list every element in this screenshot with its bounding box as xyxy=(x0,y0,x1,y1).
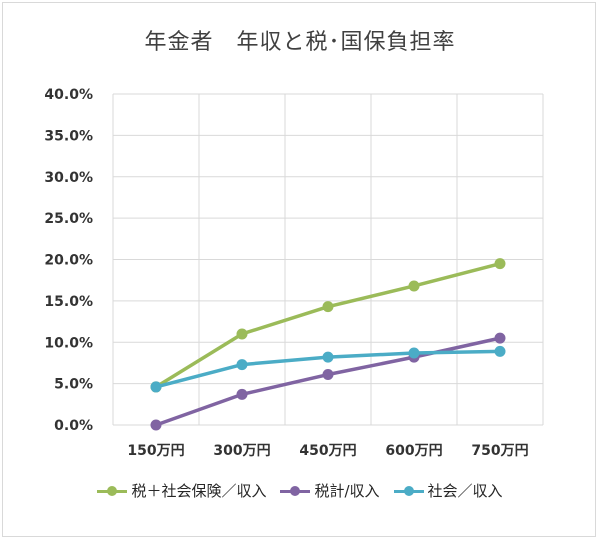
x-tick-label: 150万円 xyxy=(127,443,184,459)
y-tick-label: 0.0% xyxy=(54,418,93,434)
legend-swatch xyxy=(280,484,311,498)
series-0-point xyxy=(322,301,334,313)
series-2-point xyxy=(150,381,162,393)
series-line-0 xyxy=(155,261,501,389)
series-2-point xyxy=(236,359,248,371)
series-1-point xyxy=(236,388,248,400)
legend-item-1: 税計/収入 xyxy=(280,480,380,501)
y-tick-label: 35.0% xyxy=(44,128,93,144)
legend-label: 税計/収入 xyxy=(314,482,380,500)
legend-swatch xyxy=(97,484,128,498)
y-tick-label: 20.0% xyxy=(44,253,93,269)
y-tick-label: 10.0% xyxy=(44,335,93,351)
series-1-point xyxy=(494,332,506,344)
y-tick-label: 25.0% xyxy=(44,211,93,227)
series-1-point xyxy=(150,419,162,431)
series-0-point xyxy=(408,280,420,292)
x-tick-label: 750万円 xyxy=(471,443,528,459)
y-tick-label: 5.0% xyxy=(54,377,93,393)
series-2-point xyxy=(408,347,420,359)
chart-legend: 税＋社会保険／収入 税計/収入 社会／収入 xyxy=(0,480,600,501)
legend-item-0: 税＋社会保険／収入 xyxy=(97,480,266,501)
x-tick-label: 300万円 xyxy=(213,443,270,459)
legend-item-2: 社会／収入 xyxy=(393,480,503,501)
chart-title: 年金者 年収と税･国保負担率 xyxy=(144,30,456,55)
series-2-point xyxy=(322,351,334,363)
series-0-point xyxy=(494,258,506,270)
y-tick-label: 40.0% xyxy=(44,87,93,103)
y-tick-label: 30.0% xyxy=(44,170,93,186)
series-1-point xyxy=(322,369,334,381)
chart-frame xyxy=(2,2,596,537)
legend-label: 税＋社会保険／収入 xyxy=(131,482,267,500)
x-tick-label: 450万円 xyxy=(299,443,356,459)
y-tick-label: 15.0% xyxy=(44,294,93,310)
x-tick-label: 600万円 xyxy=(385,443,442,459)
legend-swatch xyxy=(393,484,424,498)
series-2-point xyxy=(494,345,506,357)
legend-label: 社会／収入 xyxy=(427,482,503,500)
series-0-point xyxy=(236,328,248,340)
